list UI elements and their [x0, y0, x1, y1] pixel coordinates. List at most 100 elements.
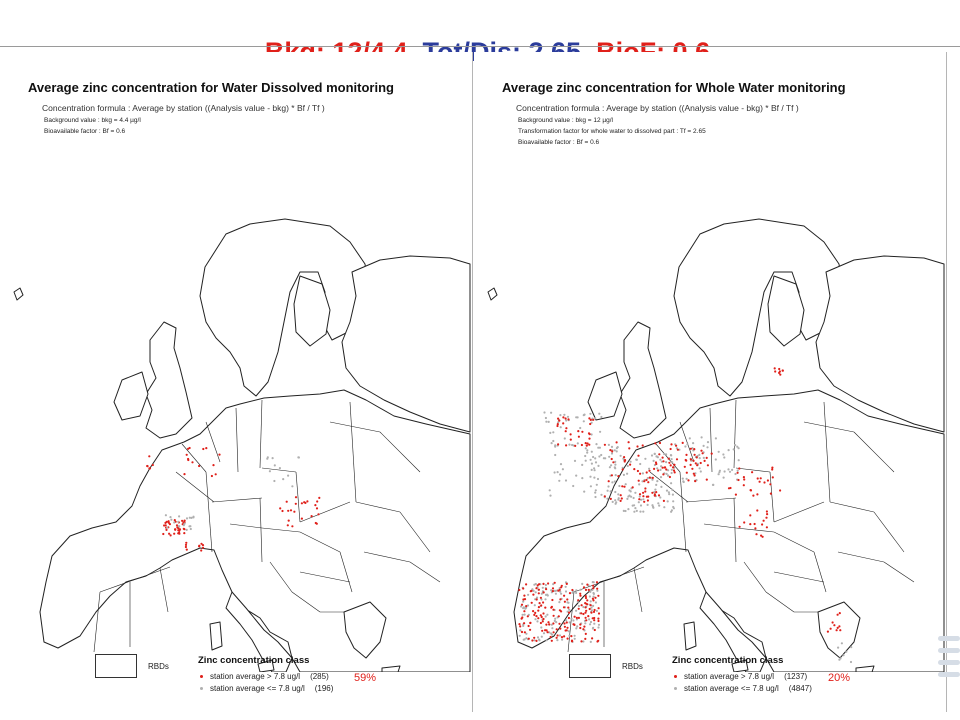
- station-below: [665, 489, 669, 492]
- station-exceed: [567, 418, 570, 421]
- station-below: [657, 502, 660, 505]
- station-below: [659, 496, 662, 499]
- header-divider: [0, 46, 960, 47]
- station-exceed: [558, 588, 561, 591]
- station-below: [658, 504, 661, 507]
- station-exceed: [617, 475, 620, 478]
- exceedance-percent: 20%: [828, 672, 851, 684]
- station-exceed: [765, 510, 768, 513]
- station-below: [597, 446, 600, 449]
- station-below: [614, 460, 617, 463]
- exceedance-percent: 59%: [354, 672, 377, 684]
- station-below: [599, 430, 602, 433]
- station-exceed: [544, 606, 547, 609]
- station-exceed: [285, 500, 288, 503]
- monitoring-stations: [146, 446, 321, 552]
- station-exceed: [705, 456, 708, 459]
- station-exceed: [639, 472, 642, 475]
- station-exceed: [751, 471, 754, 474]
- station-below: [614, 490, 617, 494]
- station-exceed: [529, 621, 532, 625]
- station-exceed: [658, 453, 661, 456]
- station-below: [581, 477, 584, 480]
- station-below: [718, 469, 721, 472]
- station-exceed: [556, 424, 559, 428]
- station-below: [665, 453, 668, 456]
- station-exceed: [753, 522, 756, 526]
- station-exceed: [738, 525, 741, 528]
- station-exceed: [705, 478, 708, 481]
- station-below: [596, 589, 599, 592]
- station-exceed: [585, 444, 588, 447]
- station-exceed: [164, 524, 167, 527]
- country-border: [803, 421, 855, 433]
- station-exceed: [218, 453, 221, 456]
- station-exceed: [563, 635, 566, 638]
- station-exceed: [537, 609, 540, 612]
- station-exceed: [559, 627, 562, 630]
- map-layer: [13, 218, 471, 672]
- station-below: [635, 458, 638, 461]
- station-exceed: [743, 521, 746, 524]
- station-exceed: [646, 499, 649, 502]
- station-exceed: [526, 615, 529, 618]
- station-below: [583, 413, 586, 416]
- station-exceed: [570, 639, 574, 642]
- station-exceed: [603, 443, 606, 446]
- station-exceed: [174, 528, 177, 531]
- station-exceed: [579, 594, 582, 597]
- station-exceed: [651, 491, 654, 494]
- station-exceed: [667, 457, 670, 460]
- land-great-britain: [619, 321, 667, 439]
- station-exceed: [542, 617, 545, 621]
- station-below: [614, 502, 617, 505]
- station-exceed: [685, 453, 688, 456]
- land-sardinia: [209, 621, 223, 651]
- station-exceed: [291, 525, 294, 528]
- country-border: [703, 523, 737, 529]
- country-border: [735, 467, 771, 473]
- station-exceed: [534, 611, 537, 614]
- station-exceed: [558, 419, 561, 422]
- bioavailable-factor: Bioavailable factor : Bf = 0.6: [44, 128, 126, 135]
- station-below: [670, 458, 673, 461]
- station-exceed: [584, 616, 587, 619]
- station-exceed: [579, 626, 582, 630]
- station-exceed: [655, 462, 658, 466]
- station-exceed: [657, 494, 661, 497]
- legend-above-count: (1237): [784, 672, 808, 681]
- station-below: [682, 480, 685, 484]
- station-exceed: [589, 422, 592, 426]
- station-exceed: [201, 544, 205, 547]
- station-below: [576, 625, 579, 628]
- station-exceed: [523, 594, 526, 597]
- station-exceed: [577, 430, 580, 433]
- station-exceed: [548, 623, 551, 626]
- station-below: [525, 637, 528, 640]
- station-exceed: [569, 433, 572, 436]
- station-below: [527, 593, 530, 596]
- station-exceed: [532, 593, 535, 596]
- station-below: [685, 477, 688, 480]
- station-exceed: [214, 473, 217, 476]
- station-below: [278, 467, 281, 470]
- station-exceed: [544, 629, 547, 632]
- station-exceed: [587, 615, 590, 618]
- station-exceed: [597, 617, 600, 620]
- station-exceed: [647, 481, 650, 484]
- country-border: [355, 501, 401, 513]
- station-exceed: [315, 522, 318, 525]
- country-border: [823, 401, 831, 503]
- station-exceed: [681, 441, 684, 444]
- station-below: [531, 588, 534, 591]
- station-exceed: [569, 438, 572, 441]
- station-exceed: [596, 640, 599, 643]
- station-below: [591, 588, 594, 591]
- station-below: [188, 516, 191, 519]
- station-below: [627, 495, 630, 498]
- station-below: [266, 457, 269, 460]
- station-below: [656, 467, 659, 470]
- station-below: [271, 457, 274, 460]
- station-below: [594, 489, 597, 492]
- station-below: [670, 509, 673, 512]
